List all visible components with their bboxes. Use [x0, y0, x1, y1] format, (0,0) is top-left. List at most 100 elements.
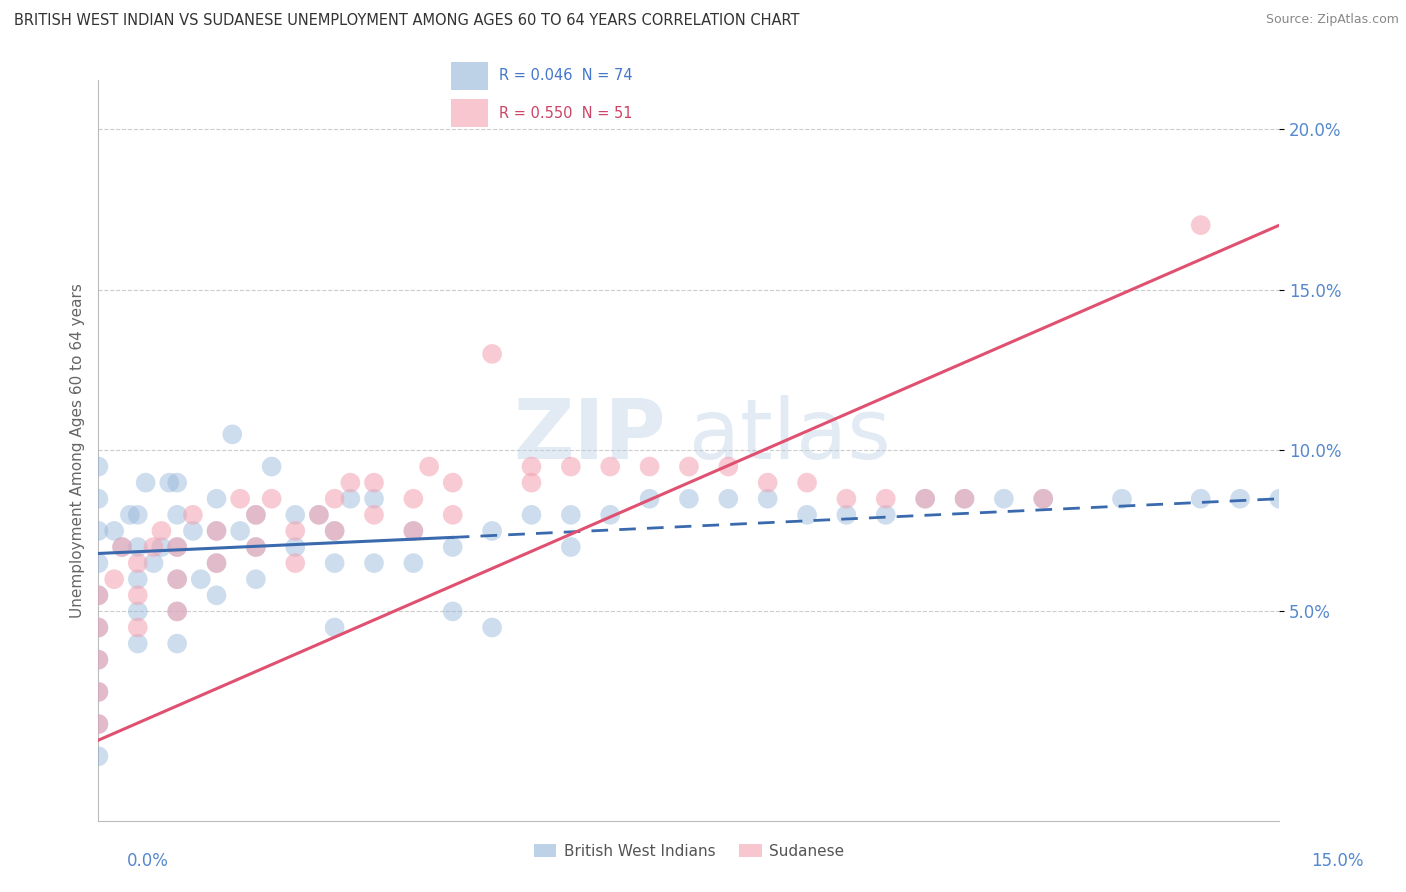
Point	[205, 556, 228, 570]
Point	[835, 508, 858, 522]
Text: Source: ZipAtlas.com: Source: ZipAtlas.com	[1265, 13, 1399, 27]
Point	[953, 491, 976, 506]
Point	[914, 491, 936, 506]
Point	[87, 717, 110, 731]
Point	[111, 540, 134, 554]
Point	[150, 540, 173, 554]
Text: ZIP: ZIP	[513, 395, 665, 476]
Point	[678, 491, 700, 506]
Point	[127, 508, 149, 522]
Point	[308, 508, 330, 522]
Point	[87, 524, 110, 538]
Point	[87, 588, 110, 602]
Point	[127, 604, 149, 618]
Point	[1229, 491, 1251, 506]
Point	[418, 459, 440, 474]
Point	[142, 556, 165, 570]
Point	[363, 556, 385, 570]
Point	[1032, 491, 1054, 506]
Point	[127, 620, 149, 634]
Point	[260, 459, 283, 474]
Point	[87, 717, 110, 731]
Point	[284, 540, 307, 554]
Point	[756, 491, 779, 506]
Point	[166, 604, 188, 618]
Point	[166, 540, 188, 554]
Point	[284, 556, 307, 570]
Point	[135, 475, 157, 490]
Point	[323, 556, 346, 570]
Point	[127, 588, 149, 602]
Point	[717, 491, 740, 506]
Bar	[451, 62, 488, 90]
Text: 0.0%: 0.0%	[127, 852, 169, 870]
Point	[127, 637, 149, 651]
Point	[87, 653, 110, 667]
Point	[87, 491, 110, 506]
Text: BRITISH WEST INDIAN VS SUDANESE UNEMPLOYMENT AMONG AGES 60 TO 64 YEARS CORRELATI: BRITISH WEST INDIAN VS SUDANESE UNEMPLOY…	[14, 13, 800, 29]
Point	[520, 459, 543, 474]
Point	[127, 572, 149, 586]
Point	[402, 524, 425, 538]
Point	[190, 572, 212, 586]
Point	[111, 540, 134, 554]
Point	[181, 508, 204, 522]
Point	[245, 508, 267, 522]
Point	[229, 491, 252, 506]
Point	[87, 620, 110, 634]
Point	[323, 620, 346, 634]
Point	[87, 459, 110, 474]
Point	[221, 427, 243, 442]
Point	[638, 491, 661, 506]
Point	[875, 508, 897, 522]
Text: R = 0.046  N = 74: R = 0.046 N = 74	[499, 69, 633, 84]
Text: R = 0.550  N = 51: R = 0.550 N = 51	[499, 106, 633, 120]
Point	[166, 475, 188, 490]
Point	[150, 524, 173, 538]
Y-axis label: Unemployment Among Ages 60 to 64 years: Unemployment Among Ages 60 to 64 years	[69, 283, 84, 618]
Point	[441, 540, 464, 554]
Point	[166, 572, 188, 586]
Point	[402, 524, 425, 538]
Point	[402, 556, 425, 570]
Point	[481, 347, 503, 361]
Point	[599, 459, 621, 474]
Point	[87, 588, 110, 602]
Point	[284, 508, 307, 522]
Point	[560, 459, 582, 474]
Point	[87, 620, 110, 634]
Point	[796, 475, 818, 490]
Point	[205, 556, 228, 570]
Point	[402, 491, 425, 506]
Point	[205, 524, 228, 538]
Point	[441, 508, 464, 522]
Point	[481, 620, 503, 634]
Point	[914, 491, 936, 506]
Point	[245, 508, 267, 522]
Point	[205, 491, 228, 506]
Point	[245, 572, 267, 586]
Point	[323, 491, 346, 506]
Point	[560, 540, 582, 554]
Text: atlas: atlas	[689, 395, 890, 476]
Point	[599, 508, 621, 522]
Point	[118, 508, 141, 522]
Point	[229, 524, 252, 538]
Point	[166, 508, 188, 522]
Point	[1189, 491, 1212, 506]
Point	[205, 588, 228, 602]
Point	[245, 540, 267, 554]
Point	[339, 475, 361, 490]
Point	[1268, 491, 1291, 506]
Point	[323, 524, 346, 538]
Point	[166, 540, 188, 554]
Point	[520, 508, 543, 522]
Point	[441, 604, 464, 618]
Point	[87, 685, 110, 699]
Point	[87, 556, 110, 570]
Point	[1032, 491, 1054, 506]
Point	[796, 508, 818, 522]
Point	[323, 524, 346, 538]
Point	[166, 572, 188, 586]
Point	[87, 685, 110, 699]
